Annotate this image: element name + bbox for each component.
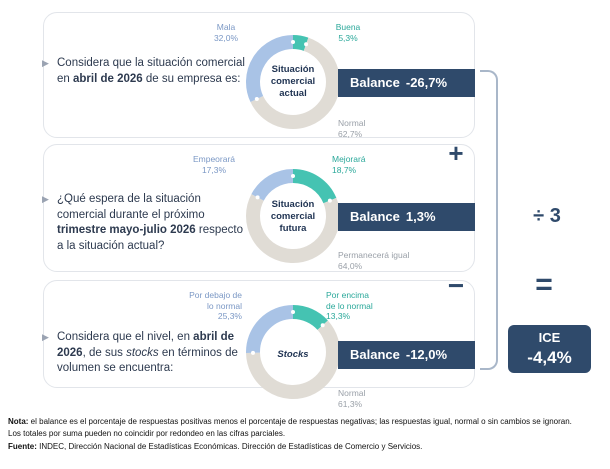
- footnote-source: Fuente: INDEC, Dirección Nacional de Est…: [8, 442, 423, 451]
- slice-normal: [250, 37, 340, 129]
- question-future: ▶ ¿Qué espera de la situación comercial …: [42, 193, 244, 252]
- slice-boundary-dot: [327, 198, 332, 203]
- slice-boundary-dot: [251, 350, 256, 355]
- slice-normal-stocks: [246, 320, 340, 399]
- slice-boundary-dot: [291, 174, 295, 178]
- bullet-arrow-icon: ▶: [42, 194, 49, 204]
- slice-boundary-dot: [320, 323, 325, 328]
- donut-center-label-current: Situación comercial actual: [270, 64, 316, 99]
- slice-label-buena: Buena 5,3%: [335, 22, 361, 43]
- plus-operator: +: [448, 138, 464, 168]
- footnote-note: Nota: el balance es el porcentaje de res…: [8, 417, 572, 426]
- equals-operator: =: [535, 268, 553, 301]
- footnote-rounding: Los totales por suma pueden no coincidir…: [8, 429, 286, 438]
- slice-label-normal-1: Normal 62,7%: [338, 118, 366, 139]
- slice-boundary-dot: [254, 97, 259, 102]
- slice-label-permanecera: Permanecerá igual 64,0%: [338, 250, 410, 271]
- slice-label-mala: Mala 32,0%: [213, 22, 239, 43]
- slice-mala: [246, 35, 294, 103]
- donut-center-label-stocks: Stocks: [277, 349, 309, 360]
- slice-boundary-dot: [304, 42, 309, 47]
- slice-label-por-debajo: Por debajo de lo normal 25,3%: [189, 290, 242, 321]
- question-stocks: ▶ Considera que el nivel, en abril de 20…: [42, 331, 238, 374]
- slice-label-mejorara: Mejorará 18,7%: [332, 154, 366, 175]
- slice-por-encima: [292, 305, 328, 331]
- grouping-brace: [480, 70, 498, 370]
- bullet-arrow-icon: ▶: [42, 332, 49, 342]
- minus-operator: −: [447, 270, 465, 301]
- question-current: ▶ Considera que la situación comercial e…: [42, 57, 245, 85]
- slice-label-empeorara: Empeorará 17,3%: [192, 154, 236, 175]
- balance-bar-stocks: Balance -12,0%: [338, 341, 475, 369]
- slice-mejorara: [292, 169, 337, 204]
- slice-por-debajo: [246, 305, 294, 354]
- slice-label-por-encima: Por encima de lo normal 13,3%: [326, 290, 373, 321]
- balance-bar-current: Balance -26,7%: [338, 69, 475, 97]
- bullet-arrow-icon: ▶: [42, 58, 49, 68]
- slice-boundary-dot: [291, 310, 295, 314]
- slice-boundary-dot: [291, 40, 295, 44]
- balance-bar-future: Balance 1,3%: [338, 203, 475, 231]
- ice-result-box: ICE -4,4%: [508, 325, 591, 373]
- slice-boundary-dot: [255, 195, 260, 200]
- slice-label-normal-3: Normal 61,3%: [338, 388, 366, 409]
- divide-operator: ÷ 3: [533, 205, 561, 227]
- slice-permanecera: [246, 194, 340, 263]
- donut-center-label-future: Situación comercial futura: [270, 199, 316, 234]
- slice-empeorara: [251, 169, 294, 201]
